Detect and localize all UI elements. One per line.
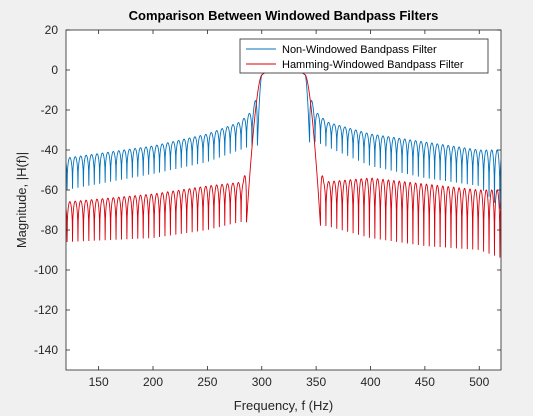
x-tick-label: 450 bbox=[415, 375, 435, 389]
x-tick-label: 250 bbox=[197, 375, 217, 389]
axis-ticks: 150 200 250 300 350 400 450 500200-20-40-60-80-… bbox=[34, 23, 501, 389]
legend-entry-label: Hamming-Windowed Bandpass Filter bbox=[282, 59, 464, 71]
y-tick-label: -40 bbox=[41, 143, 59, 157]
y-tick-label: -120 bbox=[34, 303, 58, 317]
y-tick-label: -140 bbox=[34, 343, 58, 357]
y-tick-label: -100 bbox=[34, 263, 58, 277]
x-tick-label: 400 bbox=[360, 375, 380, 389]
legend: Non-Windowed Bandpass Filter Hamming-Wind… bbox=[239, 38, 489, 74]
y-tick-label: 0 bbox=[51, 63, 58, 77]
legend-box bbox=[239, 38, 489, 74]
x-tick-label: 350 bbox=[306, 375, 326, 389]
x-tick-label: 300 bbox=[252, 375, 272, 389]
y-tick-label: -20 bbox=[41, 103, 59, 117]
x-tick-label: 500 bbox=[469, 375, 489, 389]
plot-frame bbox=[65, 29, 502, 371]
x-tick-label: 150 bbox=[89, 375, 109, 389]
x-tick-label: 200 bbox=[143, 375, 163, 389]
y-tick-label: -80 bbox=[41, 223, 59, 237]
y-tick-label: -60 bbox=[41, 183, 59, 197]
x-axis-label: Frequency, f (Hz) bbox=[234, 398, 333, 413]
legend-entry-label: Non-Windowed Bandpass Filter bbox=[282, 44, 437, 56]
y-axis-label: Magnitude, |H(f)| bbox=[14, 152, 29, 248]
y-tick-label: 20 bbox=[45, 23, 59, 37]
chart-title: Comparison Between Windowed Bandpass Fil… bbox=[129, 8, 439, 23]
